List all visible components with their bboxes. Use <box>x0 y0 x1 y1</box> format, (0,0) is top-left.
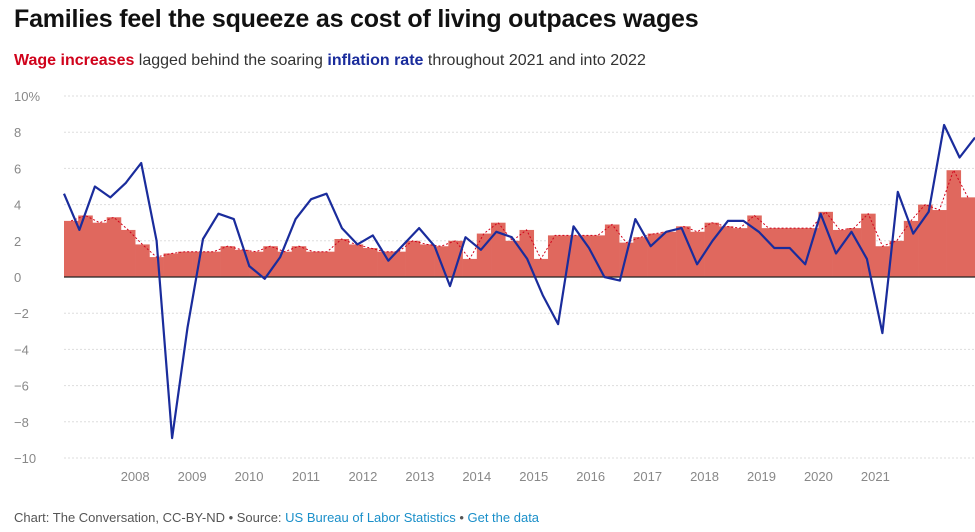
wage-bar <box>733 228 748 277</box>
wage-bar <box>789 228 805 277</box>
inflation-line <box>62 123 975 440</box>
inflation-series-line <box>62 123 975 440</box>
wage-bar <box>960 197 975 277</box>
y-tick-label: 6 <box>14 161 21 176</box>
y-tick-label: 4 <box>14 198 21 213</box>
x-tick-label: 2010 <box>235 469 264 484</box>
y-tick-label: −10 <box>14 451 36 466</box>
wage-bar <box>291 246 307 277</box>
chart-plot: 10% 8 6 4 2 0 −2 −4 −6 −8 −10 2008 2009 2010 2011 2012… <box>14 89 975 484</box>
wage-bar <box>419 244 435 277</box>
wage-bar <box>761 228 777 277</box>
wage-bar <box>875 246 890 277</box>
wage-bar <box>476 233 492 277</box>
wage-bar <box>263 246 278 277</box>
wage-bar <box>533 258 549 277</box>
wage-bar <box>377 251 392 277</box>
x-tick-label: 2012 <box>348 469 377 484</box>
y-tick-label: −8 <box>14 415 29 430</box>
wage-bar <box>149 257 164 277</box>
x-tick-label: 2014 <box>462 469 491 484</box>
subtitle-inflation-highlight: inflation rate <box>327 52 424 69</box>
wage-bar <box>861 213 876 277</box>
x-tick-label: 2008 <box>121 469 150 484</box>
wage-bars <box>64 170 975 277</box>
y-tick-label: −2 <box>14 306 29 321</box>
y-tick-label: 0 <box>14 270 21 285</box>
footer-separator: • <box>455 510 468 525</box>
wage-bar <box>491 222 506 277</box>
wage-bar <box>889 240 905 277</box>
wage-bar <box>462 258 478 277</box>
wage-bar <box>946 170 962 277</box>
wage-bar <box>604 224 620 277</box>
wage-bar <box>362 248 378 277</box>
wage-bar <box>547 235 563 277</box>
x-tick-label: 2016 <box>576 469 605 484</box>
x-axis-labels: 2008 2009 2010 2011 2012 2013 2014 2015 2016 2017… <box>121 469 890 484</box>
wage-bar <box>120 229 136 277</box>
wage-bar <box>177 251 193 277</box>
footer-credit: Chart: The Conversation, CC-BY-ND • Sour… <box>14 510 286 525</box>
x-tick-label: 2013 <box>405 469 434 484</box>
x-tick-label: 2019 <box>747 469 776 484</box>
wage-bar <box>391 251 406 277</box>
wage-bar <box>804 228 819 277</box>
wage-bar <box>206 251 221 277</box>
wage-bar <box>305 251 321 277</box>
wage-bar <box>277 251 293 277</box>
wage-bar <box>590 235 606 277</box>
x-tick-label: 2015 <box>519 469 548 484</box>
x-tick-label: 2017 <box>633 469 662 484</box>
subtitle-text-end: throughout 2021 and into 2022 <box>423 52 646 69</box>
get-data-link[interactable]: Get the data <box>467 510 540 525</box>
source-link[interactable]: US Bureau of Labor Statistics <box>285 510 456 525</box>
wage-bar <box>163 253 179 277</box>
wage-bar <box>320 251 335 277</box>
y-tick-label: 10% <box>14 89 40 104</box>
y-tick-label: −4 <box>14 342 29 357</box>
x-tick-label: 2021 <box>861 469 890 484</box>
wage-bar <box>135 244 150 277</box>
x-tick-label: 2011 <box>292 469 320 484</box>
wage-bar <box>92 222 108 277</box>
wage-bar <box>818 211 833 277</box>
chart-subtitle: Wage increases lagged behind the soaring… <box>14 52 646 70</box>
wage-bar <box>64 220 79 277</box>
wage-bar <box>448 240 463 277</box>
wage-bar <box>775 228 791 277</box>
chart-title: Families feel the squeeze as cost of liv… <box>14 5 699 33</box>
wage-bar <box>78 215 93 277</box>
x-tick-label: 2018 <box>690 469 719 484</box>
wage-bar <box>846 228 862 277</box>
chart-footer: Chart: The Conversation, CC-BY-ND • Sour… <box>14 510 539 525</box>
wage-bar <box>106 217 122 277</box>
x-tick-label: 2020 <box>804 469 833 484</box>
y-axis-labels: 10% 8 6 4 2 0 −2 −4 −6 −8 −10 <box>14 89 40 466</box>
wage-bar <box>334 238 349 277</box>
wage-bar <box>505 240 520 277</box>
wage-bar <box>903 220 919 277</box>
wage-bar <box>234 249 250 277</box>
wage-bar <box>633 237 648 277</box>
wage-bar <box>661 231 677 277</box>
y-tick-label: 2 <box>14 234 21 249</box>
y-tick-label: 8 <box>14 125 21 140</box>
wage-bar <box>647 233 663 277</box>
wage-bar <box>220 246 236 277</box>
x-tick-label: 2009 <box>178 469 207 484</box>
subtitle-wage-highlight: Wage increases <box>14 52 135 69</box>
wage-bar <box>405 240 421 277</box>
wage-bar <box>249 251 264 277</box>
wage-bar <box>718 226 734 277</box>
subtitle-text-mid: lagged behind the soaring <box>134 52 328 69</box>
y-tick-label: −6 <box>14 379 29 394</box>
wage-bar <box>348 244 364 277</box>
wage-bar <box>690 231 705 277</box>
wage-bar <box>932 210 947 277</box>
